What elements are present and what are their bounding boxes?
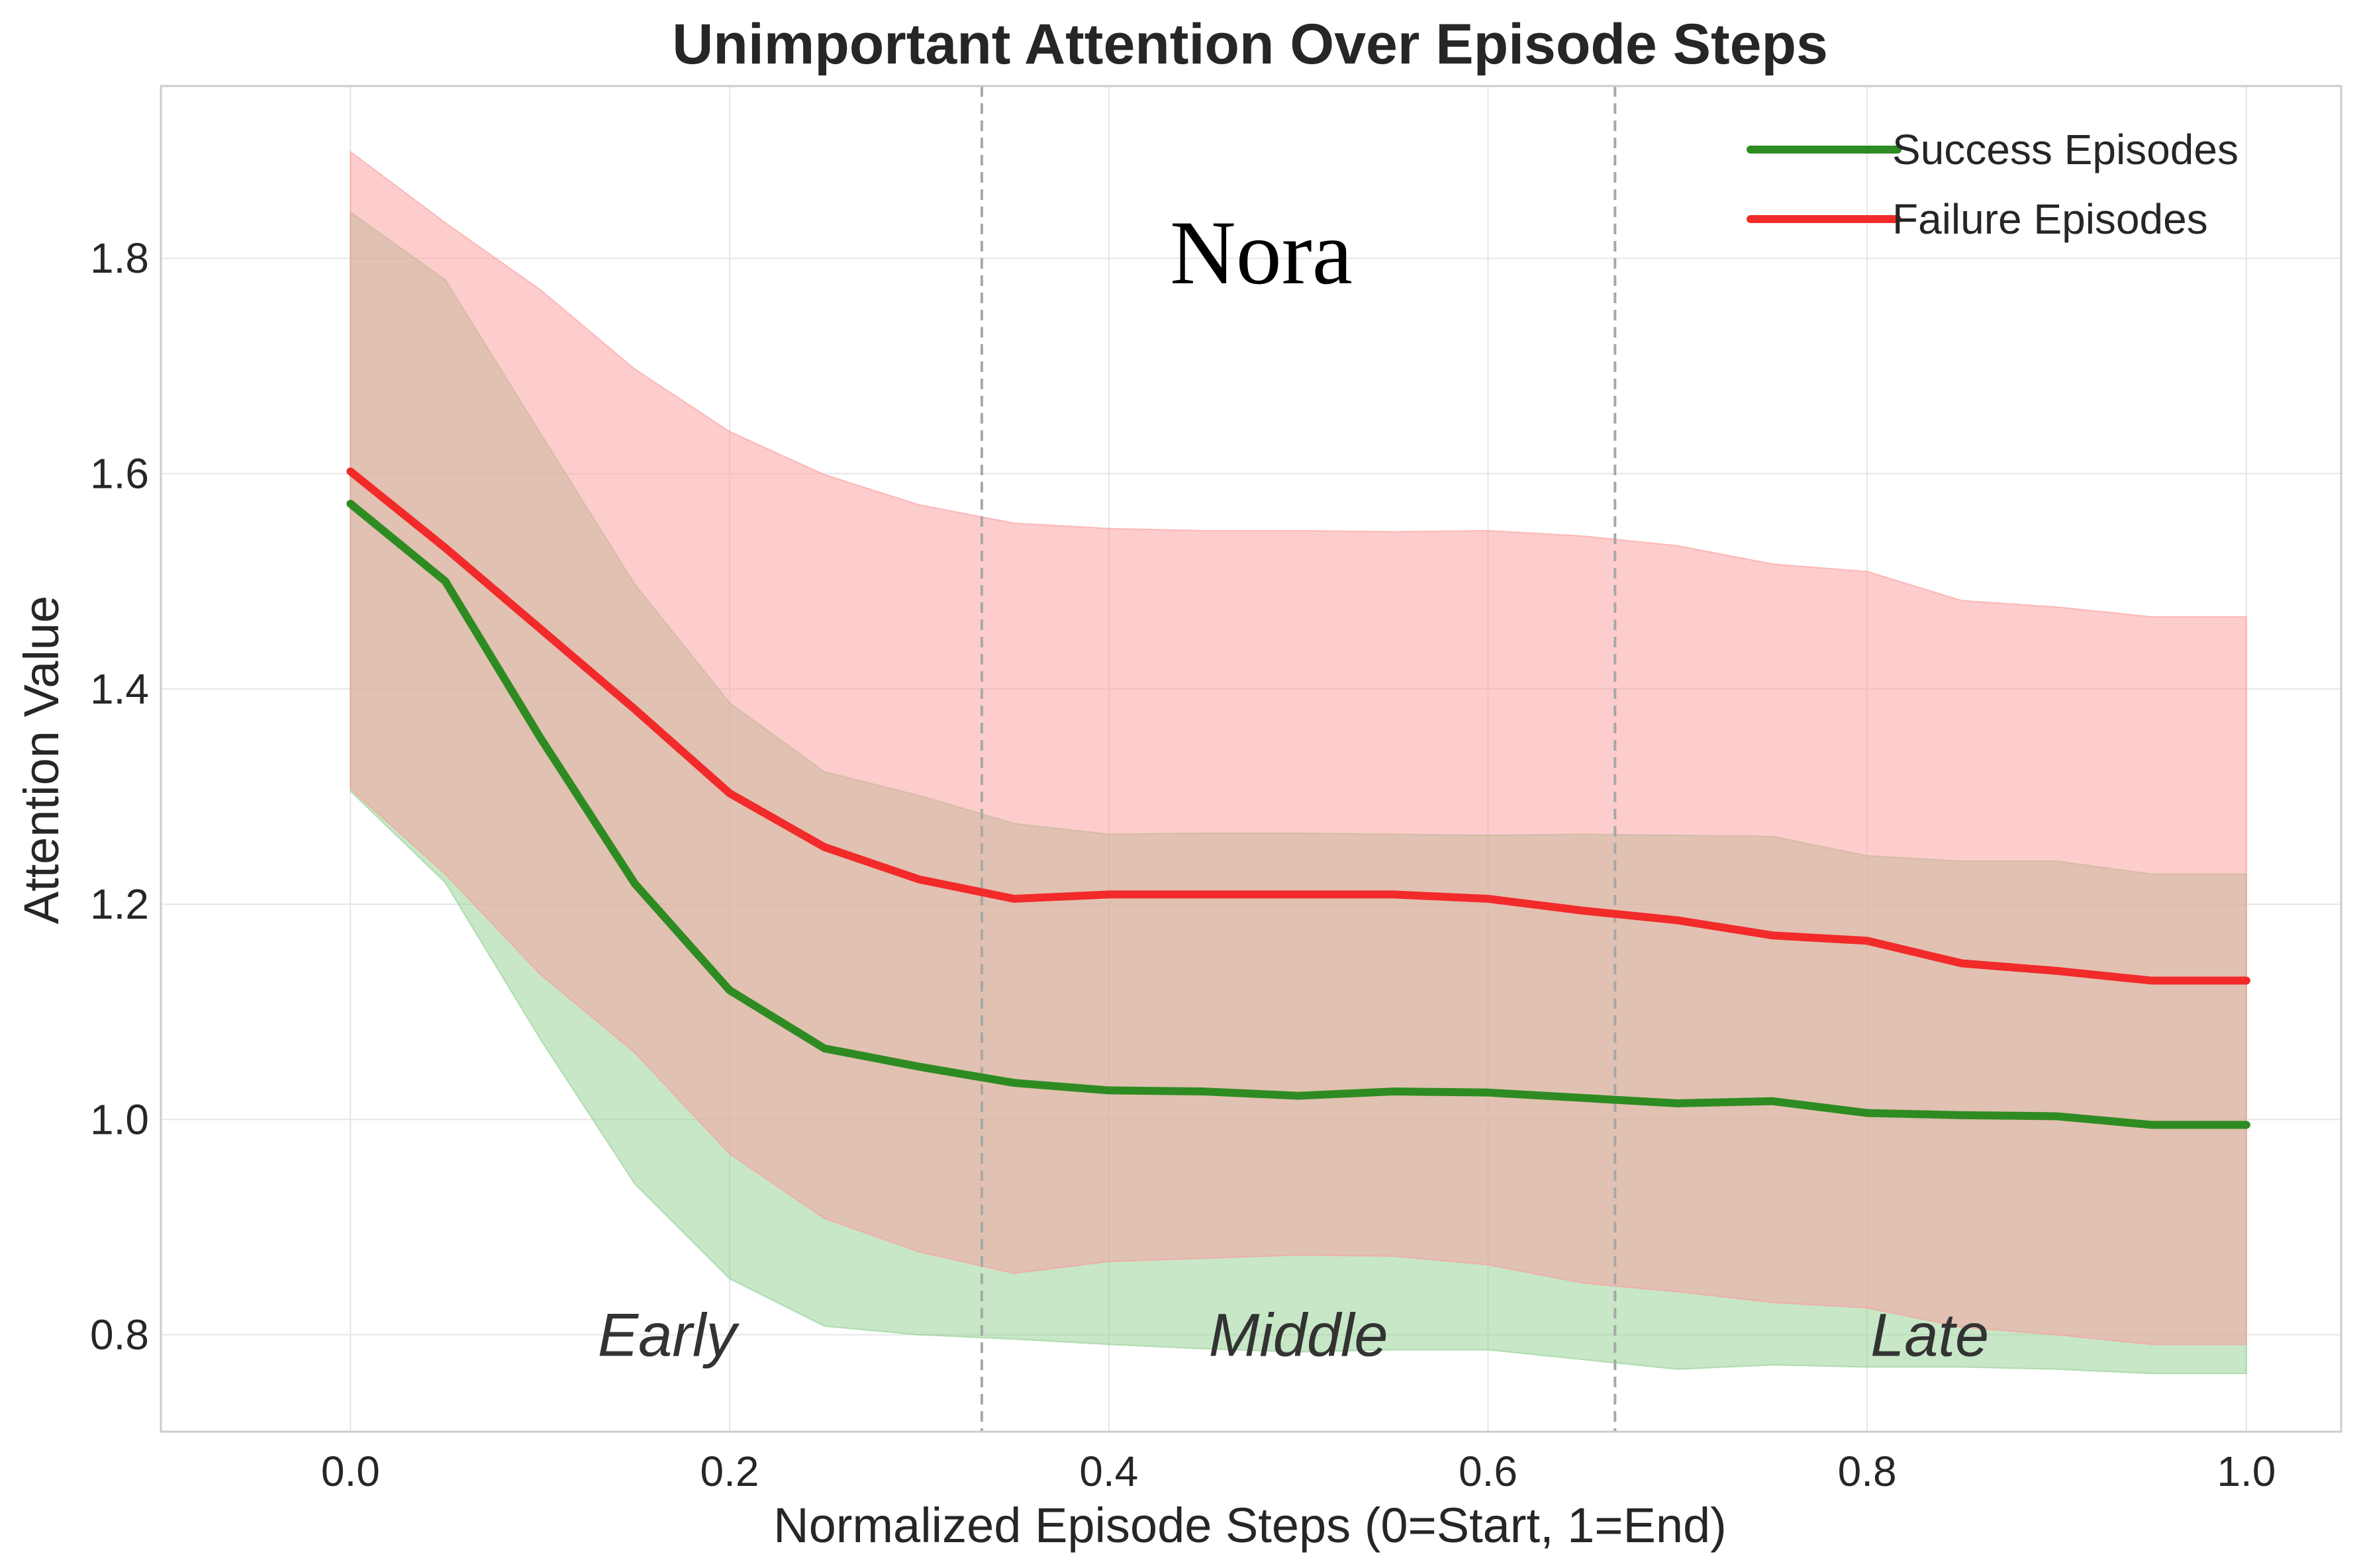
confidence-bands [350,150,2247,1375]
model-annotation: Nora [1170,202,1353,303]
x-tick-label: 0.4 [1079,1448,1138,1495]
plot-frame [160,85,2342,1433]
phase-label: Middle [1209,1302,1388,1369]
y-tick-label: 1.4 [90,665,149,713]
phase-labels: Early Middle Late [598,1302,1989,1369]
series-line [346,467,2250,985]
y-tick-label: 1.0 [90,1095,149,1143]
legend: Success Episodes Failure Episodes [1747,126,2239,243]
series-lines [346,467,2250,1129]
x-tick-label: 1.0 [2217,1448,2276,1495]
y-tick-label: 1.6 [90,450,149,498]
y-tick-label: 0.8 [90,1311,149,1359]
legend-label: Failure Episodes [1892,195,2208,243]
y-tick-label: 1.8 [90,234,149,282]
y-axis-label: Attention Value [14,596,69,924]
series-line [346,500,2250,1129]
x-tick-label: 0.2 [700,1448,759,1495]
legend-label: Success Episodes [1892,126,2239,173]
x-axis-label: Normalized Episode Steps (0=Start, 1=End… [773,1498,1727,1553]
phase-dividers [980,86,1617,1432]
y-tick-label: 1.2 [90,880,149,928]
tick-labels: 0.0 0.2 0.4 0.6 0.8 1.0 0.8 1.0 1.2 1.4 1.6 1.8 [90,234,2276,1495]
phase-label: Early [598,1302,740,1369]
chart-title: Unimportant Attention Over Episode Steps [672,13,1828,76]
x-tick-label: 0.0 [321,1448,380,1495]
phase-label: Late [1870,1302,1989,1369]
x-tick-label: 0.6 [1459,1448,1518,1495]
x-tick-label: 0.8 [1838,1448,1897,1495]
